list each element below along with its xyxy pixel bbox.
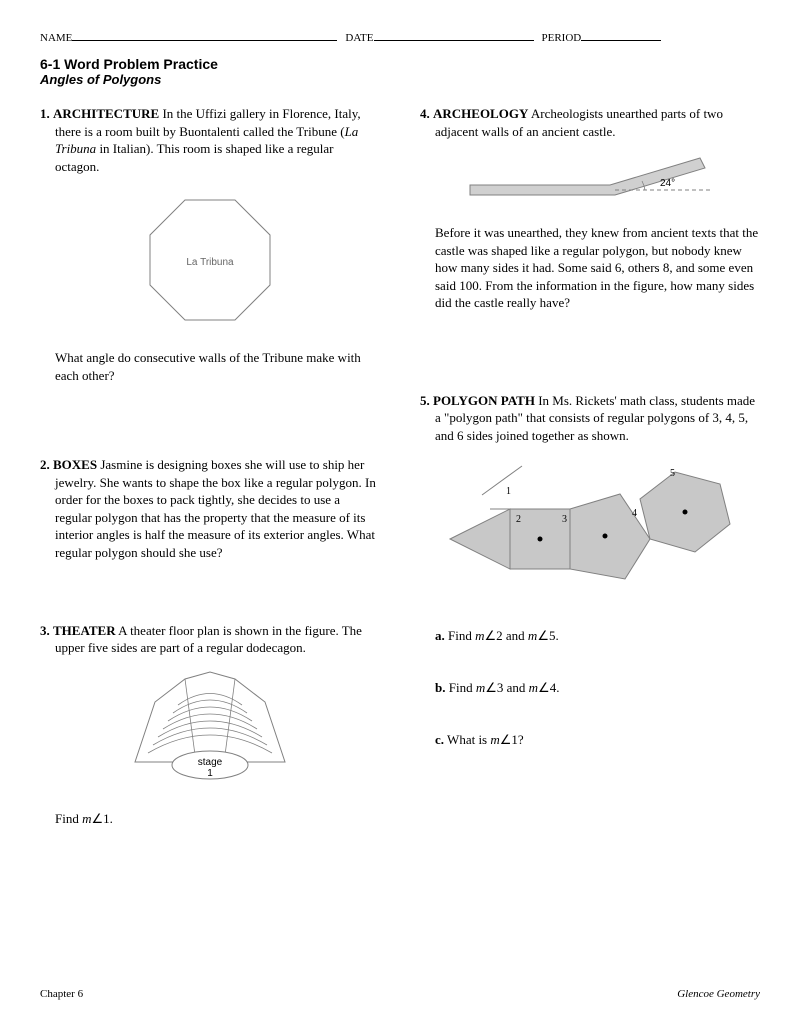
p1-number: 1. <box>40 106 50 121</box>
p5-number: 5. <box>420 393 430 408</box>
stage-num: 1 <box>207 768 213 779</box>
p5-label-1: 1 <box>506 486 511 497</box>
problem-4: 4. ARCHEOLOGY Archeologists unearthed pa… <box>420 105 760 312</box>
p5c-find: What is <box>447 732 490 747</box>
p5-category: POLYGON PATH <box>433 393 535 408</box>
p3-followup-ang: ∠1. <box>91 811 112 826</box>
stage-label: stage <box>198 757 223 768</box>
problem-5: 5. POLYGON PATH In Ms. Rickets' math cla… <box>420 392 760 749</box>
p5a-find: Find <box>448 628 475 643</box>
p2-number: 2. <box>40 457 50 472</box>
date-label: DATE <box>345 32 373 44</box>
p5a-label: a. <box>435 628 445 643</box>
p4-number: 4. <box>420 106 430 121</box>
p5-label-4: 4 <box>632 508 637 519</box>
octagon-figure: La Tribuna <box>130 185 290 335</box>
p5-label-5: 5 <box>670 468 675 479</box>
problem-2: 2. BOXES Jasmine is designing boxes she … <box>40 456 380 561</box>
left-column: 1. ARCHITECTURE In the Uffizi gallery in… <box>40 105 380 859</box>
footer-left: Chapter 6 <box>40 988 83 1000</box>
p5-label-3: 3 <box>562 514 567 525</box>
p5-label-2: 2 <box>516 514 521 525</box>
p5b-label: b. <box>435 680 445 695</box>
page-footer: Chapter 6 Glencoe Geometry <box>40 988 760 1000</box>
worksheet-subtitle: Angles of Polygons <box>40 72 760 87</box>
p2-category: BOXES <box>53 457 97 472</box>
p1-text-b: in Italian). This room is shaped like a … <box>55 141 334 174</box>
right-column: 4. ARCHEOLOGY Archeologists unearthed pa… <box>420 105 760 859</box>
p4-followup: Before it was unearthed, they knew from … <box>420 224 760 312</box>
period-label: PERIOD <box>542 32 582 44</box>
footer-right: Glencoe Geometry <box>677 988 760 1000</box>
theater-figure: stage 1 <box>115 667 305 797</box>
p3-followup-a: Find <box>55 811 82 826</box>
problem-3: 3. THEATER A theater floor plan is shown… <box>40 622 380 827</box>
octagon-label: La Tribuna <box>186 257 234 268</box>
name-label: NAME <box>40 32 72 44</box>
polygon-path-figure: 1 2 3 4 5 <box>440 454 740 604</box>
header-fields: NAME DATE PERIOD <box>40 30 760 44</box>
castle-wall-figure: 24° <box>460 150 720 210</box>
p1-followup: What angle do consecutive walls of the T… <box>40 349 380 384</box>
worksheet-title: 6-1 Word Problem Practice <box>40 56 760 72</box>
p3-category: THEATER <box>53 623 116 638</box>
p5c-label: c. <box>435 732 444 747</box>
p2-text: Jasmine is designing boxes she will use … <box>55 457 376 560</box>
angle-label: 24° <box>660 178 675 189</box>
problem-1: 1. ARCHITECTURE In the Uffizi gallery in… <box>40 105 380 384</box>
p4-category: ARCHEOLOGY <box>433 106 528 121</box>
p5b-find: Find <box>449 680 476 695</box>
p1-category: ARCHITECTURE <box>53 106 159 121</box>
p3-number: 3. <box>40 623 50 638</box>
